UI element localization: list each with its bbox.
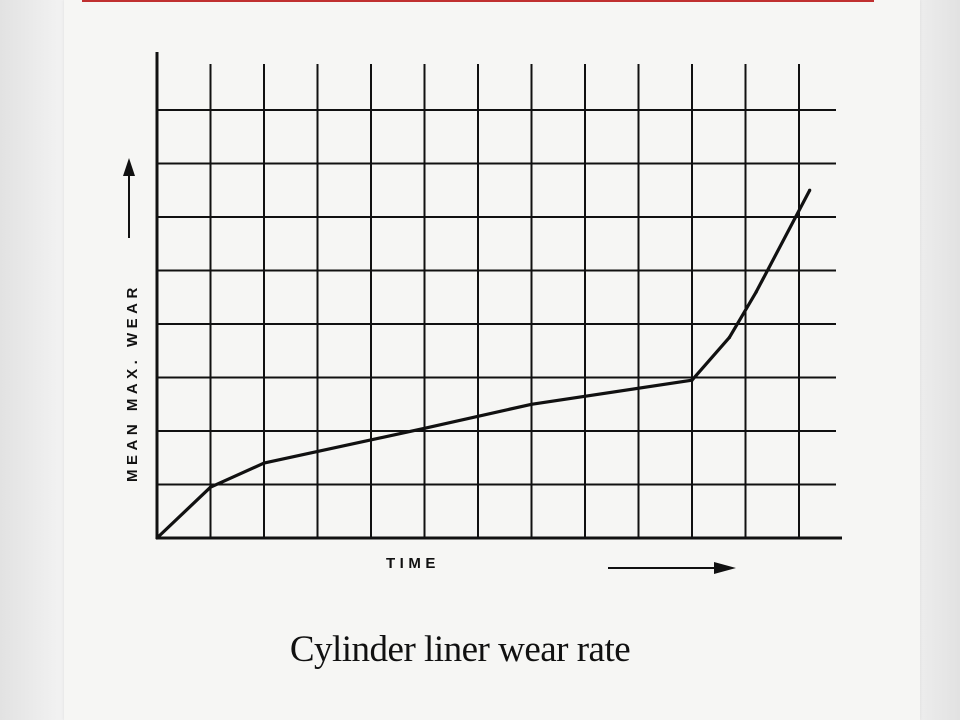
data-point [808,188,812,192]
y-axis-label: MEAN MAX. WEAR [124,283,141,482]
data-point [690,378,694,382]
scanned-paper [64,0,920,720]
y-axis-arrow [123,158,135,238]
top-accent-bar [82,0,874,2]
data-point [208,485,213,489]
series-line-wear [155,189,812,540]
data-points [155,188,812,540]
x-axis-arrow [608,562,736,574]
data-point [727,335,732,339]
data-point [422,426,427,430]
x-axis-label: TIME [386,555,440,572]
chart-caption: Cylinder liner wear rate [289,629,631,670]
chart-grid [157,64,836,538]
data-point [262,461,266,465]
data-point [754,290,758,294]
data-point [155,536,159,540]
data-point [529,402,534,406]
